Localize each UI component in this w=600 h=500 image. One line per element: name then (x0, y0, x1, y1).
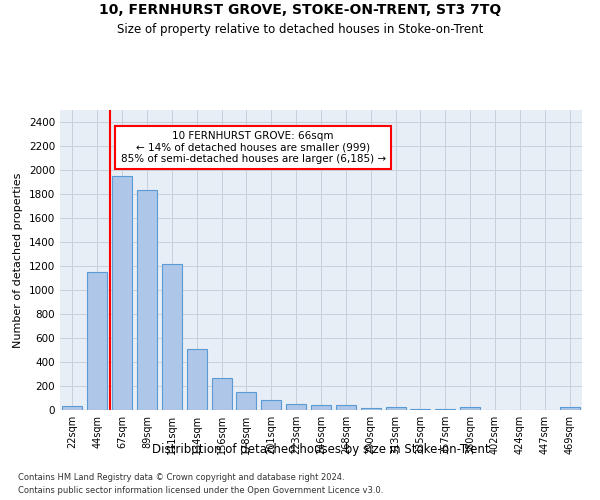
Text: Distribution of detached houses by size in Stoke-on-Trent: Distribution of detached houses by size … (152, 442, 490, 456)
Text: 10, FERNHURST GROVE, STOKE-ON-TRENT, ST3 7TQ: 10, FERNHURST GROVE, STOKE-ON-TRENT, ST3… (99, 2, 501, 16)
Bar (162, 264, 182, 410)
Text: Size of property relative to detached houses in Stoke-on-Trent: Size of property relative to detached ho… (117, 22, 483, 36)
Y-axis label: Number of detached properties: Number of detached properties (13, 172, 23, 348)
Bar (137, 190, 157, 410)
Bar (262, 400, 281, 410)
Bar (286, 404, 306, 410)
Bar (460, 408, 480, 410)
Bar (112, 176, 132, 410)
Bar (311, 405, 331, 410)
Bar (560, 408, 580, 410)
Text: Contains HM Land Registry data © Crown copyright and database right 2024.: Contains HM Land Registry data © Crown c… (18, 472, 344, 482)
Bar (187, 349, 206, 410)
Text: 10 FERNHURST GROVE: 66sqm
← 14% of detached houses are smaller (999)
85% of semi: 10 FERNHURST GROVE: 66sqm ← 14% of detac… (121, 131, 386, 164)
Bar (386, 407, 406, 410)
Bar (212, 378, 232, 410)
Bar (361, 408, 380, 410)
Bar (236, 392, 256, 410)
Bar (88, 272, 107, 410)
Bar (336, 405, 356, 410)
Bar (410, 408, 430, 410)
Bar (62, 406, 82, 410)
Text: Contains public sector information licensed under the Open Government Licence v3: Contains public sector information licen… (18, 486, 383, 495)
